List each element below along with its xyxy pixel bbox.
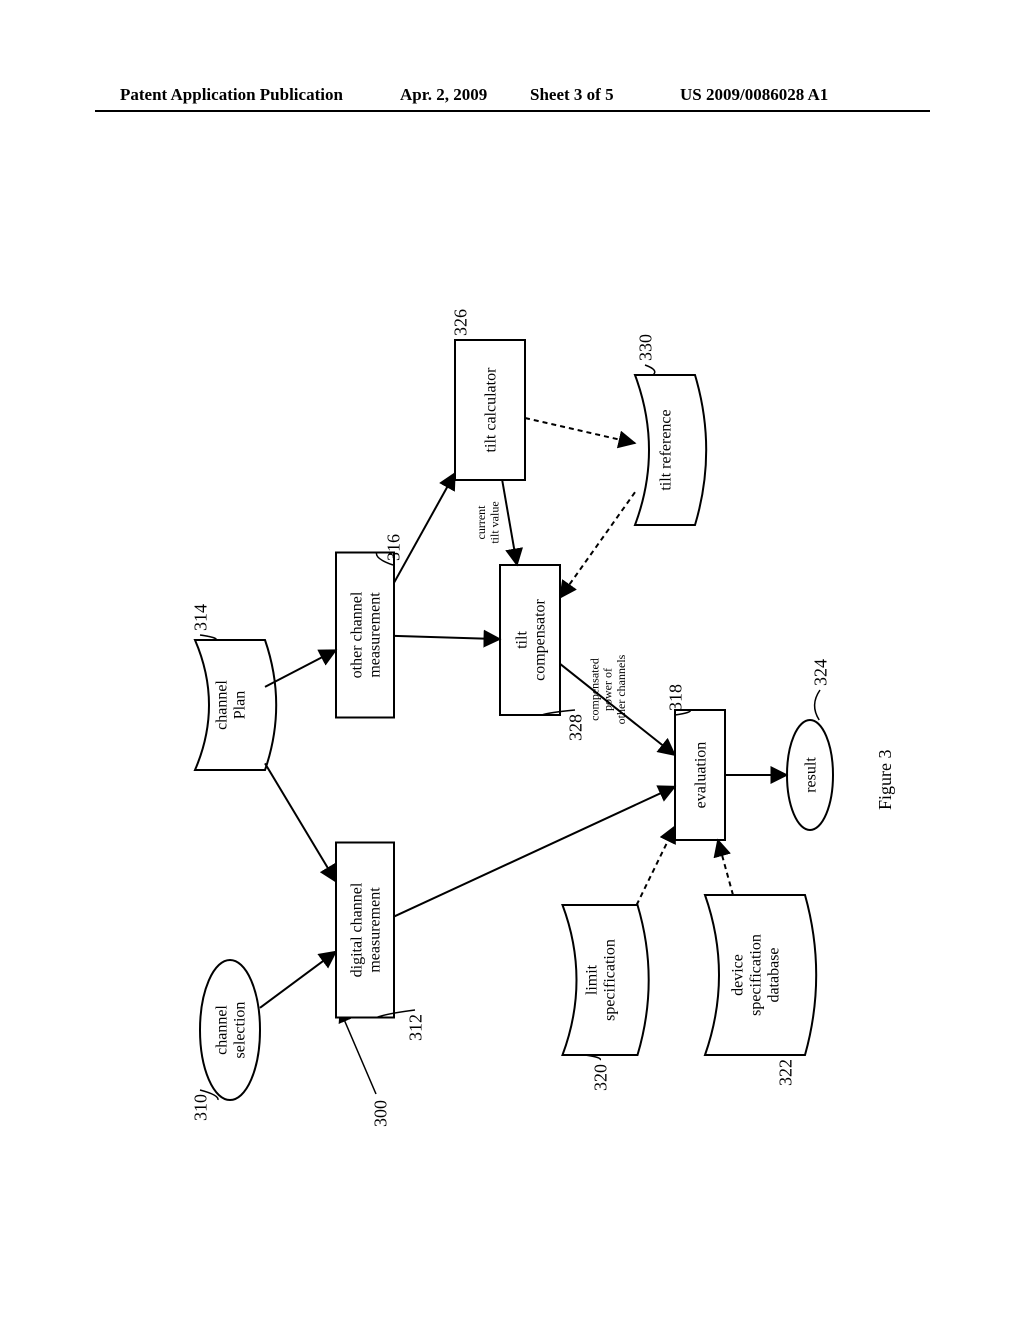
edge-device_db-evaluation	[718, 840, 733, 895]
ref-digital_meas: 312	[405, 1014, 425, 1041]
figure-wrapper: 300channelselection310channelPlan314digi…	[140, 200, 900, 1180]
edge-channel_plan-digital_meas	[265, 763, 336, 881]
edge-other_meas-tilt_calc	[394, 473, 455, 583]
header-left: Patent Application Publication	[120, 85, 343, 105]
header-sheet: Sheet 3 of 5	[530, 85, 614, 105]
header-rule	[95, 110, 930, 112]
ref-tilt_comp: 328	[565, 714, 585, 741]
node-label-result: result	[803, 757, 820, 793]
diagram-ref: 300	[370, 1100, 390, 1127]
ref-tilt_ref: 330	[635, 334, 655, 361]
header-right: US 2009/0086028 A1	[680, 85, 828, 105]
ref-channel_selection: 310	[190, 1094, 210, 1121]
edge-label-tilt_comp-evaluation: compensatedpower ofother channels	[587, 654, 628, 724]
edge-tilt_calc-tilt_comp	[502, 480, 517, 565]
ref-device_db: 322	[775, 1059, 795, 1086]
ref-tilt_calc: 326	[450, 309, 470, 336]
ref-limit_spec: 320	[590, 1064, 610, 1091]
edge-tilt_calc-tilt_ref	[525, 418, 635, 443]
node-label-channel_selection: channelselection	[214, 1002, 249, 1059]
ref-evaluation: 318	[665, 684, 685, 711]
figure-caption: Figure 3	[875, 750, 896, 811]
figure-svg: 300channelselection310channelPlan314digi…	[140, 200, 900, 1180]
node-label-evaluation: evaluation	[693, 742, 710, 809]
node-label-tilt_ref: tilt reference	[658, 409, 675, 490]
node-label-other_meas: other channelmeasurement	[349, 591, 384, 678]
diagram-ref-leader	[340, 1010, 376, 1094]
edge-other_meas-tilt_comp	[394, 636, 500, 639]
ref-leader-result	[815, 690, 820, 720]
ref-other_meas: 316	[383, 534, 403, 561]
edge-tilt_ref-tilt_comp	[560, 492, 635, 598]
edge-limit_spec-evaluation	[637, 826, 675, 905]
edge-channel_selection-digital_meas	[260, 951, 336, 1007]
node-label-digital_meas: digital channelmeasurement	[349, 882, 384, 977]
ref-channel_plan: 314	[190, 604, 210, 631]
edge-digital_meas-evaluation	[394, 787, 675, 917]
ref-result: 324	[810, 659, 830, 686]
node-label-tilt_calc: tilt calculator	[483, 367, 500, 453]
edge-channel_plan-other_meas	[265, 650, 336, 687]
ref-leader-tilt_ref	[645, 365, 655, 375]
edge-label-tilt_calc-tilt_comp: currenttilt value	[474, 501, 501, 543]
header-date: Apr. 2, 2009	[400, 85, 487, 105]
